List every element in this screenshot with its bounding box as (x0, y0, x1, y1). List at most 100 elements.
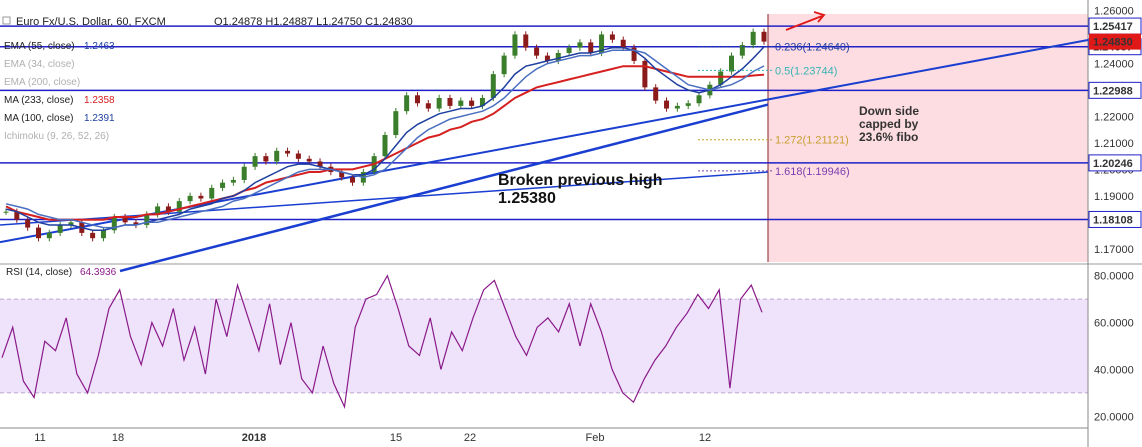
candle (122, 217, 128, 223)
candle (46, 232, 52, 239)
candle (750, 31, 756, 46)
candle (577, 42, 583, 48)
indicator-label[interactable]: MA (100, close) (4, 113, 73, 124)
candle (469, 100, 475, 106)
annotation-down-line2: capped by (859, 117, 919, 131)
candle (512, 34, 518, 56)
candle (100, 230, 106, 239)
x-tick-label: 12 (699, 432, 711, 444)
candle (534, 47, 540, 56)
annotation-broken-line2: 1.25380 (498, 190, 556, 207)
fibo-label: 0.236(1.24640) (775, 42, 850, 54)
candle (566, 47, 572, 53)
chart-legend: Euro Fx/U.S. Dollar, 60, FXCM O1.24878 H… (2, 16, 413, 142)
candle (382, 135, 388, 157)
candle (631, 47, 637, 61)
current-price-label: 1.24830 (1093, 37, 1133, 49)
level-tag (1088, 81, 1142, 99)
candle (393, 111, 399, 135)
candle (642, 60, 648, 88)
y-tick-label: 1.19000 (1094, 191, 1134, 203)
fibo-label: 1.272(1.21121) (775, 135, 849, 147)
symbol-title: Euro Fx/U.S. Dollar, 60, FXCM (16, 16, 166, 28)
indicator-label[interactable]: EMA (200, close) (4, 77, 80, 88)
candle (696, 95, 702, 104)
candle (274, 150, 280, 162)
candle (718, 71, 724, 85)
candle (555, 52, 561, 61)
candle (479, 97, 485, 106)
annotation-down-line1: Down side (859, 104, 919, 118)
candle (241, 166, 247, 180)
indicator-value: 1.2358 (84, 95, 115, 106)
rsi-tick-label: 60.0000 (1094, 318, 1134, 330)
candle (501, 55, 507, 75)
y-tick-label: 1.26000 (1094, 6, 1134, 18)
candle (458, 100, 464, 106)
candle (133, 222, 139, 225)
candle (68, 222, 74, 225)
y-tick-label: 1.17000 (1094, 244, 1134, 256)
series-line (5, 49, 765, 229)
level-tag-label: 1.18108 (1093, 214, 1133, 226)
candle (436, 97, 442, 109)
level-tag-label: 1.22988 (1093, 85, 1133, 97)
rsi-legend-label: RSI (14, close) (6, 267, 72, 278)
candle (176, 201, 182, 212)
x-tick-label: 22 (464, 432, 476, 444)
ohlc-readout: O1.24878 H1.24887 L1.24750 C1.24830 (214, 16, 413, 28)
level-tag (1088, 210, 1142, 228)
candle (198, 195, 204, 199)
candle (674, 105, 680, 109)
rsi-legend-value: 64.3936 (80, 267, 117, 278)
x-tick-label: Feb (586, 432, 605, 444)
candle (599, 34, 605, 53)
candle (490, 74, 496, 98)
candle (306, 158, 312, 162)
indicator-label[interactable]: EMA (34, close) (4, 59, 75, 70)
x-tick-label: 2018 (242, 432, 266, 444)
indicator-label[interactable]: Ichimoku (9, 26, 52, 26) (4, 131, 109, 142)
collapse-icon[interactable] (2, 16, 11, 25)
y-tick-label: 1.24000 (1094, 59, 1134, 71)
candle (187, 195, 193, 202)
candle (414, 95, 420, 104)
annotation-down-line3: 23.6% fibo (859, 130, 918, 144)
indicator-value: 1.2391 (84, 113, 115, 124)
candle (425, 103, 431, 109)
candle (25, 219, 31, 228)
candle (144, 214, 150, 225)
future-zone (768, 14, 1088, 262)
fibo-label: 1.618(1.19946) (775, 166, 850, 178)
candle (155, 206, 161, 215)
x-tick-label: 18 (112, 432, 124, 444)
y-tick-label: 1.21000 (1094, 138, 1134, 150)
candle (588, 42, 594, 53)
candle (57, 224, 63, 233)
candle (209, 187, 215, 199)
candle (404, 95, 410, 112)
candle (263, 156, 269, 162)
fibo-label: 0.5(1.23744) (775, 65, 837, 77)
candle (523, 34, 529, 48)
candle (609, 34, 615, 40)
candle (653, 87, 659, 101)
indicator-label[interactable]: EMA (55, close) (4, 41, 75, 52)
trend-line-lower (119, 103, 769, 273)
candle (685, 103, 691, 106)
candle (220, 182, 226, 188)
arrow-up-icon (785, 11, 826, 31)
candle (90, 232, 96, 239)
current-price-tag (1089, 33, 1141, 50)
y-tick-label: 1.22000 (1094, 111, 1134, 123)
level-tag-label: 1.20246 (1093, 158, 1133, 170)
indicator-label[interactable]: MA (233, close) (4, 95, 73, 106)
candle (317, 161, 323, 167)
candle (285, 150, 291, 154)
candle (544, 55, 550, 61)
candle (35, 227, 41, 239)
candle (729, 55, 735, 72)
level-tag (1088, 154, 1142, 172)
candle (295, 153, 301, 159)
